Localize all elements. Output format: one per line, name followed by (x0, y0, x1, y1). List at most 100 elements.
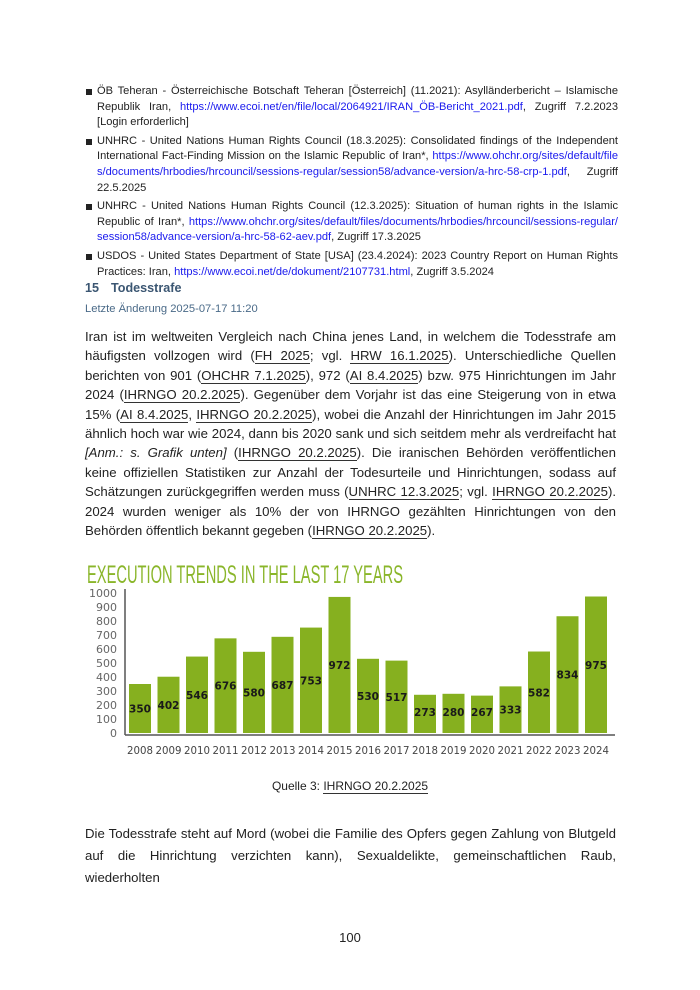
bar-2020 (471, 695, 493, 733)
paragraph-text: ) bzw. 975 Hinrichtungen im Jahr 2024 ( (85, 367, 617, 403)
x-tick-label: 2008 (127, 745, 153, 757)
paragraph-text: ). Die iranischen Behörden veröffentlich… (85, 445, 616, 500)
body-paragraph: Iran ist im weltweiten Vergleich nach Ch… (85, 327, 616, 540)
bar-2009 (157, 676, 180, 733)
data-label: 402 (158, 700, 180, 712)
y-tick-label: 0 (110, 727, 117, 740)
y-tick-label: 200 (96, 699, 117, 712)
x-tick-label: 2016 (355, 745, 381, 757)
bar-2008 (129, 684, 151, 733)
page-number: 100 (339, 930, 361, 945)
data-label: 546 (186, 690, 208, 702)
paragraph-text: ). (427, 523, 436, 539)
reference-text: USDOS - United States Department of Stat… (97, 249, 618, 278)
citation-link[interactable]: OHCHR 7.1.2025 (201, 367, 306, 384)
data-label: 580 (243, 687, 265, 699)
x-tick-label: 2024 (583, 745, 609, 757)
x-tick-label: 2017 (384, 745, 410, 757)
x-tick-label: 2014 (298, 745, 324, 757)
data-label: 517 (386, 692, 408, 704)
x-tick-label: 2010 (184, 745, 210, 757)
citation-link[interactable]: IHRNGO 20.2.2025 (492, 484, 608, 501)
y-tick-label: 700 (96, 629, 117, 642)
reference-link[interactable]: https://www.ecoi.net/de/dokument/2107731… (174, 265, 411, 278)
section-title: Todesstrafe (111, 281, 182, 295)
citation-link[interactable]: IHRNGO 20.2.2025 (238, 445, 357, 462)
citation-link[interactable]: FH 2025 (254, 348, 310, 365)
data-label: 530 (357, 691, 379, 703)
bullet-icon (86, 138, 92, 145)
y-tick-label: 100 (96, 713, 117, 726)
y-tick-label: 900 (96, 601, 117, 614)
bar-2022 (528, 651, 550, 733)
section-heading: 15 Todesstrafe (85, 281, 181, 295)
data-label: 280 (443, 707, 465, 719)
data-label: 333 (500, 705, 522, 717)
data-label: 582 (528, 687, 550, 699)
y-tick-label: 300 (96, 685, 117, 698)
section-number: 15 (85, 281, 100, 295)
x-tick-label: 2011 (213, 745, 239, 757)
bar-2017 (385, 660, 408, 733)
x-tick-label: 2012 (241, 745, 267, 757)
chart-title: EXECUTION TRENDS IN THE LAST 17 YEARS (87, 561, 403, 589)
reference-text: UNHRC - United Nations Human Rights Coun… (97, 200, 618, 228)
data-label: 834 (557, 670, 579, 682)
last-modified: Letzte Änderung 2025-07-17 11:20 (85, 303, 258, 315)
bullet-icon (86, 253, 92, 260)
data-label: 350 (129, 704, 151, 716)
reference-link[interactable]: https://www.ecoi.net/en/file/local/20649… (180, 100, 523, 113)
reference-list: ÖB Teheran - Österreichische Botschaft T… (85, 84, 618, 283)
data-label: 972 (329, 660, 351, 672)
bar-2011 (214, 638, 237, 733)
bar-2018 (414, 694, 436, 733)
reference-link[interactable]: https://www.ohchr.org/sites/default/file… (97, 150, 618, 178)
paragraph-text: , (188, 406, 197, 422)
citation-link[interactable]: UNHRC 12.3.2025 (348, 484, 460, 501)
x-tick-label: 2015 (327, 745, 353, 757)
data-label: 687 (272, 680, 294, 692)
y-tick-label: 1000 (89, 587, 117, 600)
paragraph-text: Iran ist im weltweiten Vergleich nach Ch… (85, 329, 616, 364)
caption-prefix: Quelle 3: (271, 779, 324, 793)
paragraph-text: ; vgl. (309, 348, 351, 364)
reference-access: , Zugriff 22.5.2025 (97, 165, 618, 194)
bar-2010 (186, 656, 208, 733)
y-tick-label: 800 (96, 615, 117, 628)
body-paragraph-2: Die Todesstrafe steht auf Mord (wobei di… (85, 826, 616, 885)
paragraph-text: ( (226, 445, 239, 461)
data-label: 273 (414, 707, 436, 719)
caption-citation-link[interactable]: IHRNGO 20.2.2025 (323, 779, 429, 794)
reference-text: ÖB Teheran - Österreichische Botschaft T… (97, 85, 618, 113)
data-label: 753 (300, 675, 322, 687)
citation-link[interactable]: AI 8.4.2025 (349, 367, 419, 384)
citation-link[interactable]: IHRNGO 20.2.2025 (196, 406, 313, 423)
bar-2023 (556, 616, 579, 733)
citation-link[interactable]: IHRNGO 20.2.2025 (312, 523, 428, 540)
paragraph-text: ). Unterschiedliche Quellen berichten vo… (85, 348, 616, 383)
x-tick-label: 2022 (526, 745, 552, 757)
bar-2016 (357, 658, 379, 733)
reference-item: ÖB Teheran - Österreichische Botschaft T… (85, 84, 618, 131)
x-tick-label: 2021 (498, 745, 524, 757)
reference-access: , Zugriff 7.2.2023 [Login erforderlich] (97, 100, 619, 129)
annotation-text: [Anm.: s. Grafik unten] (85, 445, 227, 461)
bullet-icon (86, 204, 92, 211)
reference-access: , Zugriff 3.5.2024 (410, 265, 494, 278)
citation-link[interactable]: HRW 16.1.2025 (350, 348, 449, 365)
x-tick-label: 2019 (441, 745, 467, 757)
figure-caption: Quelle 3: IHRNGO 20.2.2025 (0, 779, 700, 794)
data-label: 676 (215, 681, 237, 693)
paragraph-text: ). 2024 wurden weniger als 10% der von I… (85, 484, 617, 539)
reference-item: UNHRC - United Nations Human Rights Coun… (85, 134, 618, 196)
bar-2015 (328, 596, 351, 733)
paragraph-text: ), wobei die Anzahl der Hinrichtungen im… (85, 406, 617, 442)
y-tick-label: 600 (96, 643, 117, 656)
citation-link[interactable]: AI 8.4.2025 (120, 406, 189, 423)
reference-link[interactable]: https://www.ohchr.org/sites/default/file… (97, 215, 618, 244)
citation-link[interactable]: IHRNGO 20.2.2025 (123, 387, 241, 404)
y-tick-label: 500 (96, 657, 117, 670)
bar-2024 (585, 596, 607, 733)
reference-access: , Zugriff 17.3.2025 (331, 231, 421, 244)
bar-2013 (271, 636, 294, 733)
